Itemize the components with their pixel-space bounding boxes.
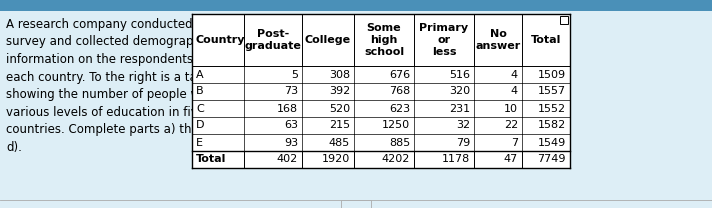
Text: D: D bbox=[196, 120, 204, 130]
Text: 1250: 1250 bbox=[382, 120, 410, 130]
Text: Some
high
school: Some high school bbox=[364, 23, 404, 57]
Bar bbox=[341, 200, 371, 208]
Text: Country: Country bbox=[196, 35, 246, 45]
Text: 320: 320 bbox=[449, 87, 470, 97]
Text: 63: 63 bbox=[284, 120, 298, 130]
Text: 231: 231 bbox=[449, 104, 470, 114]
Text: 47: 47 bbox=[504, 155, 518, 165]
Text: 1920: 1920 bbox=[322, 155, 350, 165]
Text: 1549: 1549 bbox=[538, 137, 566, 147]
Text: 7749: 7749 bbox=[538, 155, 566, 165]
Text: Post-
graduate: Post- graduate bbox=[244, 29, 301, 51]
Text: 885: 885 bbox=[389, 137, 410, 147]
Text: 392: 392 bbox=[329, 87, 350, 97]
Bar bbox=[0, 0, 712, 11]
Text: 516: 516 bbox=[449, 69, 470, 79]
Text: 1557: 1557 bbox=[538, 87, 566, 97]
Text: 4: 4 bbox=[511, 69, 518, 79]
Text: 623: 623 bbox=[389, 104, 410, 114]
Text: No
answer: No answer bbox=[476, 29, 520, 51]
Text: 7: 7 bbox=[511, 137, 518, 147]
Text: Primary
or
less: Primary or less bbox=[419, 23, 468, 57]
Text: 520: 520 bbox=[329, 104, 350, 114]
Text: C: C bbox=[196, 104, 204, 114]
Text: A: A bbox=[196, 69, 204, 79]
Text: E: E bbox=[196, 137, 203, 147]
Text: 22: 22 bbox=[504, 120, 518, 130]
Text: 485: 485 bbox=[329, 137, 350, 147]
Text: 1509: 1509 bbox=[538, 69, 566, 79]
Text: 79: 79 bbox=[456, 137, 470, 147]
Text: 73: 73 bbox=[284, 87, 298, 97]
Text: 402: 402 bbox=[277, 155, 298, 165]
Text: 168: 168 bbox=[277, 104, 298, 114]
Text: 1582: 1582 bbox=[538, 120, 566, 130]
Text: 1178: 1178 bbox=[441, 155, 470, 165]
Text: 676: 676 bbox=[389, 69, 410, 79]
Text: College: College bbox=[305, 35, 351, 45]
Bar bbox=[560, 16, 568, 24]
Text: 32: 32 bbox=[456, 120, 470, 130]
Text: A research company conducted a
survey and collected demographic
information on t: A research company conducted a survey an… bbox=[6, 18, 226, 154]
Text: 215: 215 bbox=[329, 120, 350, 130]
Text: 768: 768 bbox=[389, 87, 410, 97]
Text: B: B bbox=[196, 87, 204, 97]
Text: 4: 4 bbox=[511, 87, 518, 97]
Text: Total: Total bbox=[196, 155, 226, 165]
Text: 4202: 4202 bbox=[382, 155, 410, 165]
Text: 1552: 1552 bbox=[538, 104, 566, 114]
Text: 308: 308 bbox=[329, 69, 350, 79]
Text: 93: 93 bbox=[284, 137, 298, 147]
Text: 10: 10 bbox=[504, 104, 518, 114]
Text: Total: Total bbox=[531, 35, 561, 45]
Bar bbox=[192, 14, 570, 168]
Text: 5: 5 bbox=[291, 69, 298, 79]
